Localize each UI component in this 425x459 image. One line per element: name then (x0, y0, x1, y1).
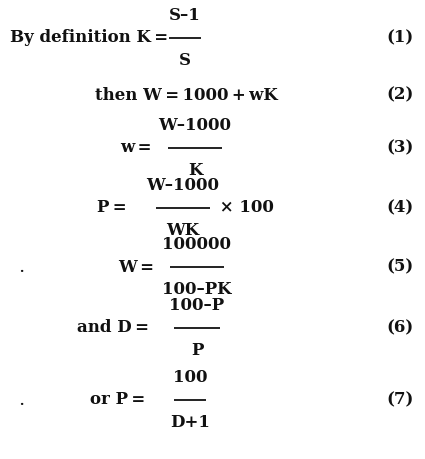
Text: W–1000: W–1000 (147, 177, 219, 194)
Text: D+1: D+1 (170, 414, 210, 431)
Text: × 100: × 100 (214, 200, 274, 217)
Text: S–1: S–1 (169, 7, 201, 24)
Text: S: S (179, 52, 191, 69)
Text: W =: W = (118, 258, 157, 275)
Text: 100–PK: 100–PK (162, 281, 232, 298)
Text: and D =: and D = (77, 319, 153, 336)
Text: P =: P = (97, 200, 130, 217)
Text: P: P (191, 342, 203, 359)
Text: K: K (188, 162, 202, 179)
Text: (6): (6) (386, 319, 414, 336)
Text: (7): (7) (386, 392, 414, 409)
Text: (5): (5) (386, 258, 414, 275)
Text: or P =: or P = (90, 392, 149, 409)
Text: WK: WK (167, 222, 200, 239)
Text: (4): (4) (386, 200, 414, 217)
Text: 100–P: 100–P (170, 297, 224, 314)
Text: 100000: 100000 (162, 236, 232, 253)
Text: .: . (18, 258, 24, 276)
Text: By definition K =: By definition K = (10, 29, 172, 46)
Text: (3): (3) (386, 140, 414, 157)
Text: (2): (2) (386, 86, 414, 103)
Text: .: . (18, 391, 24, 409)
Text: then W = 1000 + wK: then W = 1000 + wK (95, 86, 278, 103)
Text: 100: 100 (173, 369, 207, 386)
Text: W–1000: W–1000 (159, 117, 232, 134)
Text: (1): (1) (386, 29, 414, 46)
Text: w =: w = (120, 140, 155, 157)
